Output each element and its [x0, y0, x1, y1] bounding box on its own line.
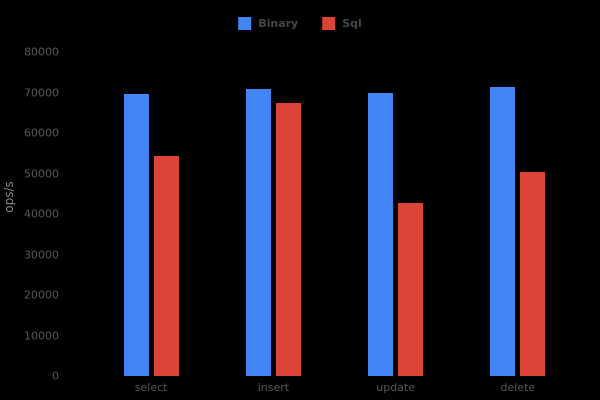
x-category-label-insert: insert [257, 381, 290, 394]
y-tick-label: 0 [52, 369, 59, 383]
y-tick-label: 30000 [24, 248, 59, 261]
bar-binary-delete [490, 86, 516, 376]
legend: Binary Sql [238, 17, 362, 30]
legend-swatch-sql-icon [322, 17, 336, 30]
legend-swatch-binary-icon [238, 17, 252, 30]
bar-binary-insert [245, 88, 271, 376]
legend-item-binary: Binary [238, 17, 298, 30]
bar-sql-update [398, 202, 424, 376]
legend-item-sql: Sql [322, 17, 362, 30]
x-category-label-delete: delete [500, 381, 536, 394]
bar-sql-delete [520, 172, 546, 376]
y-tick-label: 70000 [24, 86, 59, 99]
y-tick-label: 50000 [24, 167, 59, 180]
legend-label-binary: Binary [258, 17, 299, 30]
bar-sql-select [153, 155, 179, 376]
y-tick-label: 10000 [24, 329, 59, 342]
x-category-label-update: update [376, 381, 415, 394]
y-tick-label: 40000 [24, 207, 59, 221]
y-tick-label: 60000 [24, 126, 59, 140]
legend-label-sql: Sql [342, 17, 362, 30]
x-category-label-select: select [134, 381, 168, 394]
bar-binary-select [123, 94, 149, 376]
y-tick-label: 20000 [24, 288, 59, 302]
y-tick-label: 80000 [24, 45, 59, 59]
bar-sql-insert [275, 103, 301, 376]
bar-binary-update [368, 93, 394, 376]
